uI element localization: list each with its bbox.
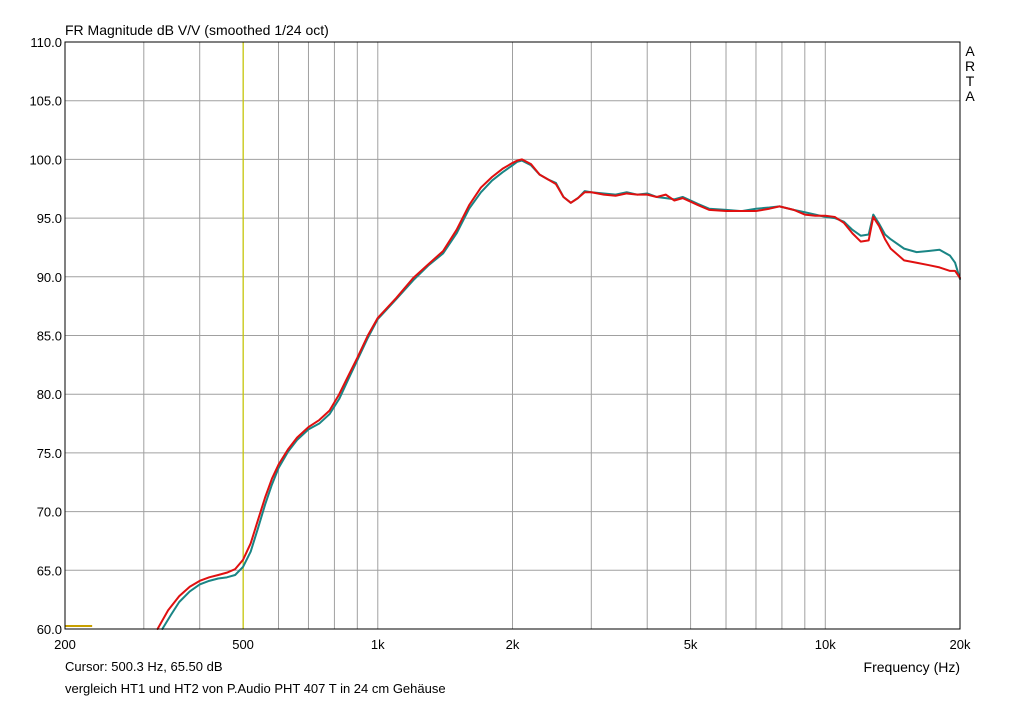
y-tick-label: 70.0	[37, 505, 62, 520]
brand-letter: R	[965, 58, 975, 74]
tick-labels: 60.0 65.0 70.0 75.0 80.0 85.0 90.0 95.0 100.0 105…	[29, 35, 971, 652]
y-tick-label: 90.0	[37, 270, 62, 285]
y-tick-label: 105.0	[29, 94, 62, 109]
x-tick-label: 200	[54, 637, 76, 652]
series-line-2	[161, 159, 961, 630]
series-line-1	[156, 158, 961, 630]
x-tick-label: 20k	[950, 637, 971, 652]
chart-title: FR Magnitude dB V/V (smoothed 1/24 oct)	[65, 22, 329, 38]
x-tick-label: 1k	[371, 637, 385, 652]
grid-lines	[65, 42, 960, 629]
brand-letter: A	[965, 88, 975, 104]
y-tick-label: 65.0	[37, 563, 62, 578]
y-tick-label: 110.0	[30, 35, 62, 50]
x-tick-label: 5k	[684, 637, 698, 652]
series-layer	[156, 158, 961, 630]
measurement-caption: vergleich HT1 und HT2 von P.Audio PHT 40…	[65, 681, 446, 696]
y-tick-label: 60.0	[37, 622, 62, 637]
y-tick-label: 85.0	[37, 329, 62, 344]
y-tick-label: 80.0	[37, 387, 62, 402]
x-tick-label: 10k	[815, 637, 836, 652]
y-tick-label: 75.0	[37, 446, 62, 461]
x-tick-label: 2k	[506, 637, 520, 652]
brand-letter: A	[965, 43, 975, 59]
plot-frame	[64, 41, 961, 630]
cursor-readout: Cursor: 500.3 Hz, 65.50 dB	[65, 659, 223, 674]
y-tick-label: 95.0	[37, 211, 62, 226]
x-tick-label: 500	[232, 637, 254, 652]
x-axis-label: Frequency (Hz)	[864, 659, 960, 675]
brand-letter: T	[966, 73, 975, 89]
y-tick-label: 100.0	[29, 152, 62, 167]
